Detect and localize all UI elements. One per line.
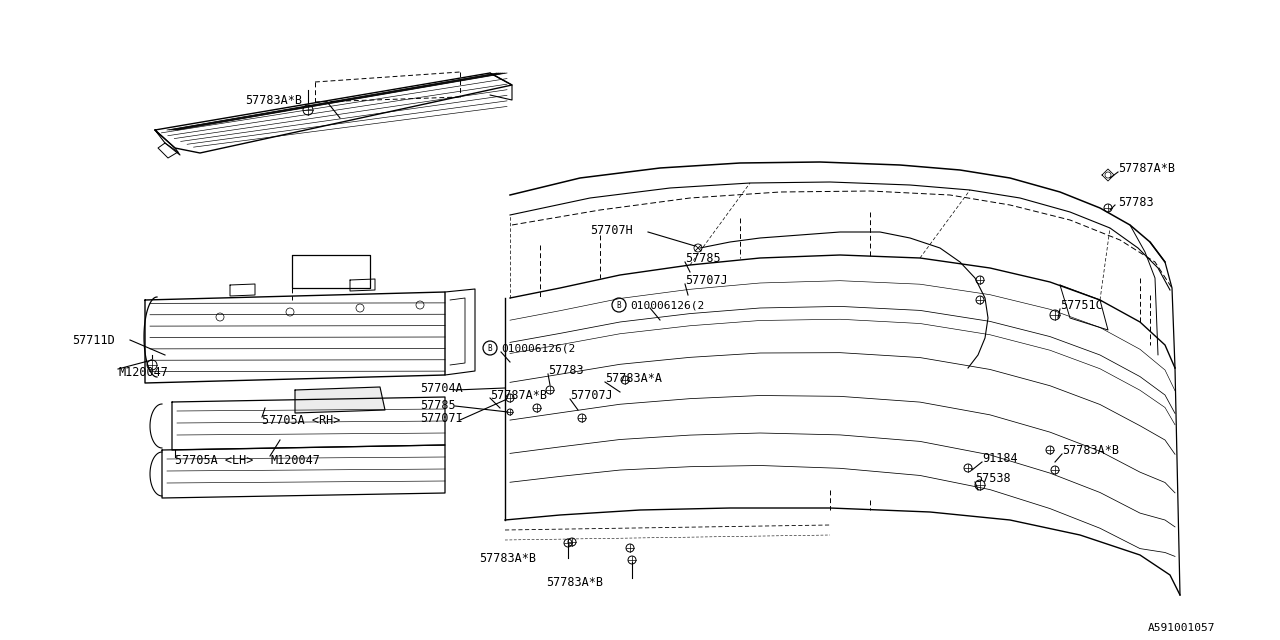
Text: 57783A*B: 57783A*B (1062, 444, 1119, 456)
Text: 010006126(2: 010006126(2 (500, 343, 575, 353)
Text: 57783A*B: 57783A*B (547, 575, 603, 589)
Text: 57707H: 57707H (590, 223, 632, 237)
Text: 57785: 57785 (685, 252, 721, 264)
Text: 57711D: 57711D (72, 333, 115, 346)
Text: 57783A*B: 57783A*B (244, 93, 302, 106)
Text: 57783A*B: 57783A*B (480, 552, 536, 564)
Text: A591001057: A591001057 (1148, 623, 1216, 633)
Text: 57707I: 57707I (420, 412, 463, 424)
Text: M120047: M120047 (270, 454, 320, 467)
Polygon shape (294, 387, 385, 413)
Text: 57707J: 57707J (685, 273, 728, 287)
Text: 010006126(2: 010006126(2 (630, 300, 704, 310)
Text: 57785: 57785 (420, 399, 456, 412)
Text: 57783A*A: 57783A*A (605, 371, 662, 385)
Text: 57783: 57783 (1117, 195, 1153, 209)
Text: 57787A*B: 57787A*B (490, 388, 547, 401)
Text: M120047: M120047 (118, 365, 168, 378)
Text: 57783: 57783 (548, 364, 584, 376)
Text: 57704A: 57704A (420, 381, 463, 394)
Text: 57705A <RH>: 57705A <RH> (262, 413, 340, 426)
Text: 57707J: 57707J (570, 388, 613, 401)
Text: 57705A <LH>: 57705A <LH> (175, 454, 253, 467)
Text: 57787A*B: 57787A*B (1117, 161, 1175, 175)
Text: 91184: 91184 (982, 451, 1018, 465)
Text: 57538: 57538 (975, 472, 1011, 484)
Text: B: B (617, 301, 621, 310)
Text: 57751C: 57751C (1060, 298, 1103, 312)
Text: B: B (488, 344, 493, 353)
